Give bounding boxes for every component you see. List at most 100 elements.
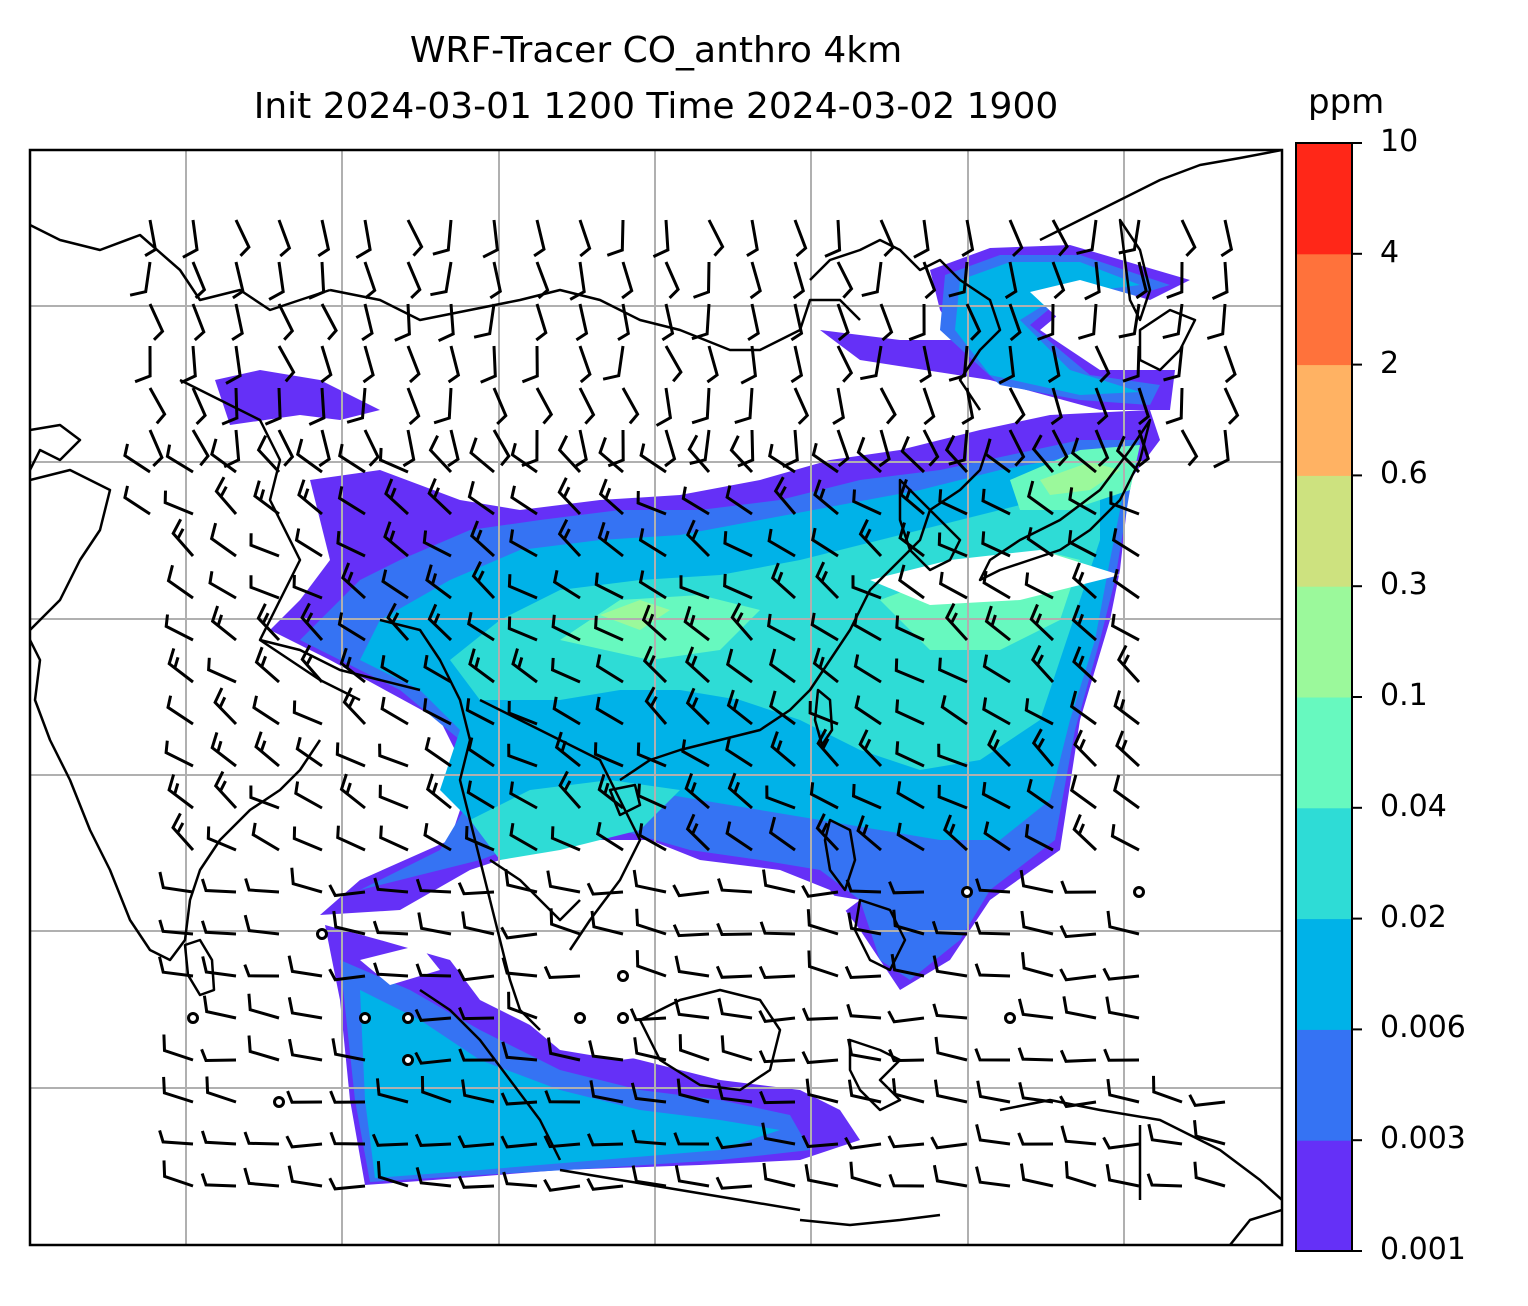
wind-barb — [554, 731, 581, 768]
wind-barb — [812, 647, 839, 684]
wind-barb — [1008, 219, 1024, 257]
wind-barb — [685, 687, 711, 726]
wind-barb — [896, 781, 925, 810]
wind-barb — [919, 345, 932, 384]
india-coast — [30, 639, 322, 962]
wind-barb — [759, 921, 796, 936]
wind-barb — [849, 1161, 882, 1188]
wind-barb — [975, 878, 1011, 894]
wind-barb — [858, 729, 883, 768]
wind-barb — [543, 965, 581, 980]
wind-barb — [1109, 491, 1140, 516]
wind-barb — [621, 261, 634, 300]
wind-barb — [549, 908, 581, 936]
wind-barb — [231, 303, 244, 342]
wind-barb — [1064, 1161, 1097, 1188]
hainan — [608, 783, 642, 817]
wind-barb — [984, 605, 1011, 642]
wind-barb — [457, 968, 495, 982]
wind-barb — [790, 345, 804, 384]
wind-barb — [162, 1034, 194, 1062]
wind-barb — [672, 884, 710, 898]
wind-barb — [1122, 345, 1141, 383]
wind-barb — [716, 922, 753, 937]
wind-barb — [913, 219, 930, 259]
wind-barb — [1026, 526, 1054, 558]
wind-barb — [378, 784, 409, 810]
wind-barb — [1020, 910, 1054, 936]
wind-barb — [851, 575, 882, 600]
wind-barb — [683, 605, 710, 642]
wind-barb — [458, 1048, 495, 1062]
wind-barb — [856, 815, 882, 852]
wind-barb — [982, 654, 1011, 684]
china-coast — [619, 439, 992, 782]
wind-barb — [844, 965, 882, 980]
plume-level-1-north — [215, 370, 380, 425]
wind-barb — [254, 646, 280, 684]
wind-barb — [384, 478, 410, 516]
wind-barb — [420, 1075, 452, 1104]
wind-barb — [507, 991, 538, 1020]
wind-barb — [811, 527, 839, 558]
wind-barb — [961, 387, 975, 425]
wind-barb — [1008, 429, 1026, 467]
wind-barb — [770, 562, 797, 600]
wind-barb — [256, 603, 281, 642]
wind-barb — [681, 486, 710, 516]
wind-barb — [578, 219, 592, 258]
wind-barb — [318, 429, 331, 468]
wind-barb — [1062, 996, 1097, 1020]
wind-barb — [674, 955, 710, 978]
wind-barb — [975, 1166, 1011, 1188]
wind-barb — [129, 261, 152, 297]
wind-barb — [937, 743, 968, 768]
wind-barb — [631, 1129, 667, 1146]
wind-barb — [976, 1080, 1011, 1104]
wind-barb — [480, 345, 497, 384]
wind-barb — [1118, 219, 1141, 255]
wind-barb — [594, 572, 624, 600]
wind-barb — [457, 1135, 495, 1149]
colorbar-unit-label: ppm — [1308, 82, 1385, 122]
java — [559, 1168, 801, 1212]
wind-barb — [717, 878, 753, 894]
wind-barb — [249, 575, 280, 600]
wind-barb — [790, 303, 804, 342]
wind-barb — [638, 823, 667, 852]
wind-barb — [1094, 345, 1111, 383]
wind-barb — [569, 261, 586, 301]
wind-barb — [1019, 1163, 1054, 1188]
wind-barb — [1146, 1173, 1183, 1188]
russia-far-east — [1039, 150, 1282, 242]
wind-barb — [489, 261, 502, 300]
wind-barb — [606, 219, 625, 257]
border-russia-china — [809, 238, 1002, 411]
wind-barb — [166, 695, 194, 726]
wind-barb — [1031, 434, 1055, 473]
wind-barb — [759, 1090, 796, 1105]
wind-barb — [638, 570, 667, 600]
wind-barb — [982, 570, 1011, 600]
wind-barb — [214, 476, 238, 515]
wind-barb — [406, 345, 421, 384]
wind-barb — [860, 345, 883, 381]
wind-barb — [747, 303, 760, 342]
wind-barb — [824, 219, 842, 258]
wind-barb — [598, 436, 624, 474]
wind-barb — [1152, 1075, 1183, 1104]
wind-barb — [1069, 774, 1097, 810]
colorbar-block — [1296, 143, 1352, 255]
wind-barb — [210, 605, 237, 642]
wind-barb — [201, 956, 237, 978]
wind-barb — [1026, 778, 1054, 810]
wind-barb — [300, 602, 324, 641]
wind-barb — [734, 387, 754, 425]
wind-barb — [815, 813, 840, 852]
wind-barb — [328, 968, 366, 982]
wind-barb — [899, 478, 925, 516]
wind-barb — [948, 345, 969, 382]
wind-barb — [362, 345, 375, 384]
wind-barb — [811, 442, 839, 474]
wind-barb — [335, 742, 366, 768]
